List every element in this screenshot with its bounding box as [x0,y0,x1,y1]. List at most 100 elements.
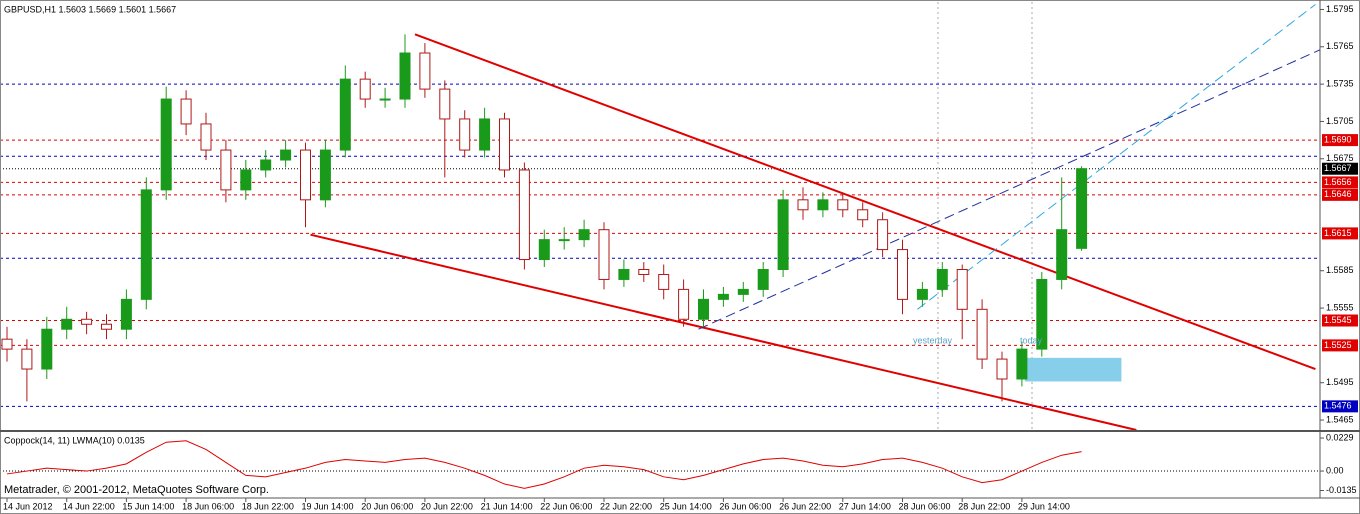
y-tick-label: 1.5555 [1326,302,1354,312]
y-tick-label: 1.5765 [1326,41,1354,51]
x-tick-label: 14 Jun 2012 [3,501,53,511]
candle-body [618,269,630,280]
candle-body [499,118,510,171]
candle-body [479,118,491,151]
price-label-box [1322,400,1358,413]
x-tick-label: 18 Jun 22:00 [242,501,294,511]
x-tick-label: 21 Jun 14:00 [481,501,533,511]
candle-body [120,298,132,330]
price-label: 1.5525 [1324,340,1352,350]
candle-body [897,249,908,300]
candle-body [817,199,829,211]
x-tick-label: 29 Jun 14:00 [1018,501,1070,511]
candle-body [61,318,73,330]
annotation: yesterday [913,335,953,345]
y-tick-label: -0.0135 [1326,485,1357,495]
y-tick-label: 0.00 [1326,465,1344,475]
y-tick-label: 1.5495 [1326,377,1354,387]
price-label: 1.5545 [1324,315,1352,325]
candle-body [737,288,749,295]
candle-body [956,269,968,310]
y-tick-label: 1.5585 [1326,265,1354,275]
candle-body [140,189,152,300]
candle-body [41,328,53,370]
candle-body [339,78,351,151]
trendline [310,233,1137,430]
candle-body [916,288,928,300]
price-label-box [1322,339,1358,352]
candle-body [379,98,391,101]
chart-title: GBPUSD,H1 1.5603 1.5669 1.5601 1.5667 [4,4,176,14]
price-label: 1.5476 [1324,401,1352,411]
x-tick-label: 25 Jun 14:00 [660,501,712,511]
candle-body [439,88,451,120]
y-tick-label: 1.5675 [1326,153,1354,163]
candle-body [837,199,849,211]
candle-body [936,269,948,290]
x-tick-label: 20 Jun 22:00 [421,501,473,511]
candle-body [1076,168,1088,249]
price-label: 1.5667 [1324,163,1352,173]
axes: 1.5465 1.5495 1.5555 1.5585 1.5675 1.5705 1.57… [3,4,1358,511]
candle-body [518,169,530,261]
candle-body [220,149,232,191]
annotation: today [1020,335,1043,345]
candle-body [538,239,550,261]
indicator-pane [1,440,1320,489]
x-tick-label: 22 Jun 22:00 [600,501,652,511]
zone [1024,357,1122,382]
main-pane [1,4,1320,430]
trendline [698,49,1320,330]
candle-body [399,52,411,100]
trendline [917,4,1316,310]
candle-body [81,318,93,325]
candle-body [180,98,192,125]
x-tick-label: 19 Jun 14:00 [302,501,354,511]
candle-body [857,209,869,221]
price-label: 1.5656 [1324,177,1352,187]
candle-body [658,273,670,290]
candle-body [240,169,252,191]
candle-body [1016,348,1028,380]
candle-body [359,78,371,100]
candle-body [877,219,889,251]
candle-body [319,149,331,201]
candle-body [101,323,112,330]
price-label-box [1322,134,1358,147]
x-tick-label: 18 Jun 06:00 [182,501,234,511]
y-tick-label: 1.5465 [1326,414,1354,424]
price-label-box [1322,227,1358,240]
candle-body [598,229,610,280]
candle-body [280,149,292,161]
x-tick-label: 28 Jun 22:00 [958,501,1010,511]
price-label: 1.5615 [1324,228,1352,238]
candle-body [21,348,33,370]
candle-body [777,199,789,270]
x-tick-label: 14 Jun 22:00 [63,501,115,511]
candle-body [638,269,650,275]
candle-body [578,229,590,241]
y-tick-label: 1.5735 [1326,78,1354,88]
candle-body [1036,278,1048,350]
candle-body [698,298,709,320]
candle-body [717,293,729,300]
candle-body [1,338,13,350]
price-label: 1.5690 [1324,134,1352,144]
candle-body [678,288,690,320]
candle-body [419,52,431,90]
candle-body [996,358,1008,380]
y-tick-label: 1.5705 [1326,116,1354,126]
indicator-line [6,440,1082,489]
y-tick-label: 0.0229 [1326,432,1354,442]
y-tick-label: 1.5795 [1326,4,1354,14]
candle-body [200,123,212,151]
price-label-box [1322,162,1358,175]
candle-body [459,118,471,151]
price-label-box [1322,176,1358,189]
x-tick-label: 20 Jun 06:00 [361,501,413,511]
price-label-box [1322,314,1358,327]
candle-body [260,159,272,171]
watermark: Metatrader, © 2001-2012, MetaQuotes Soft… [4,484,269,496]
